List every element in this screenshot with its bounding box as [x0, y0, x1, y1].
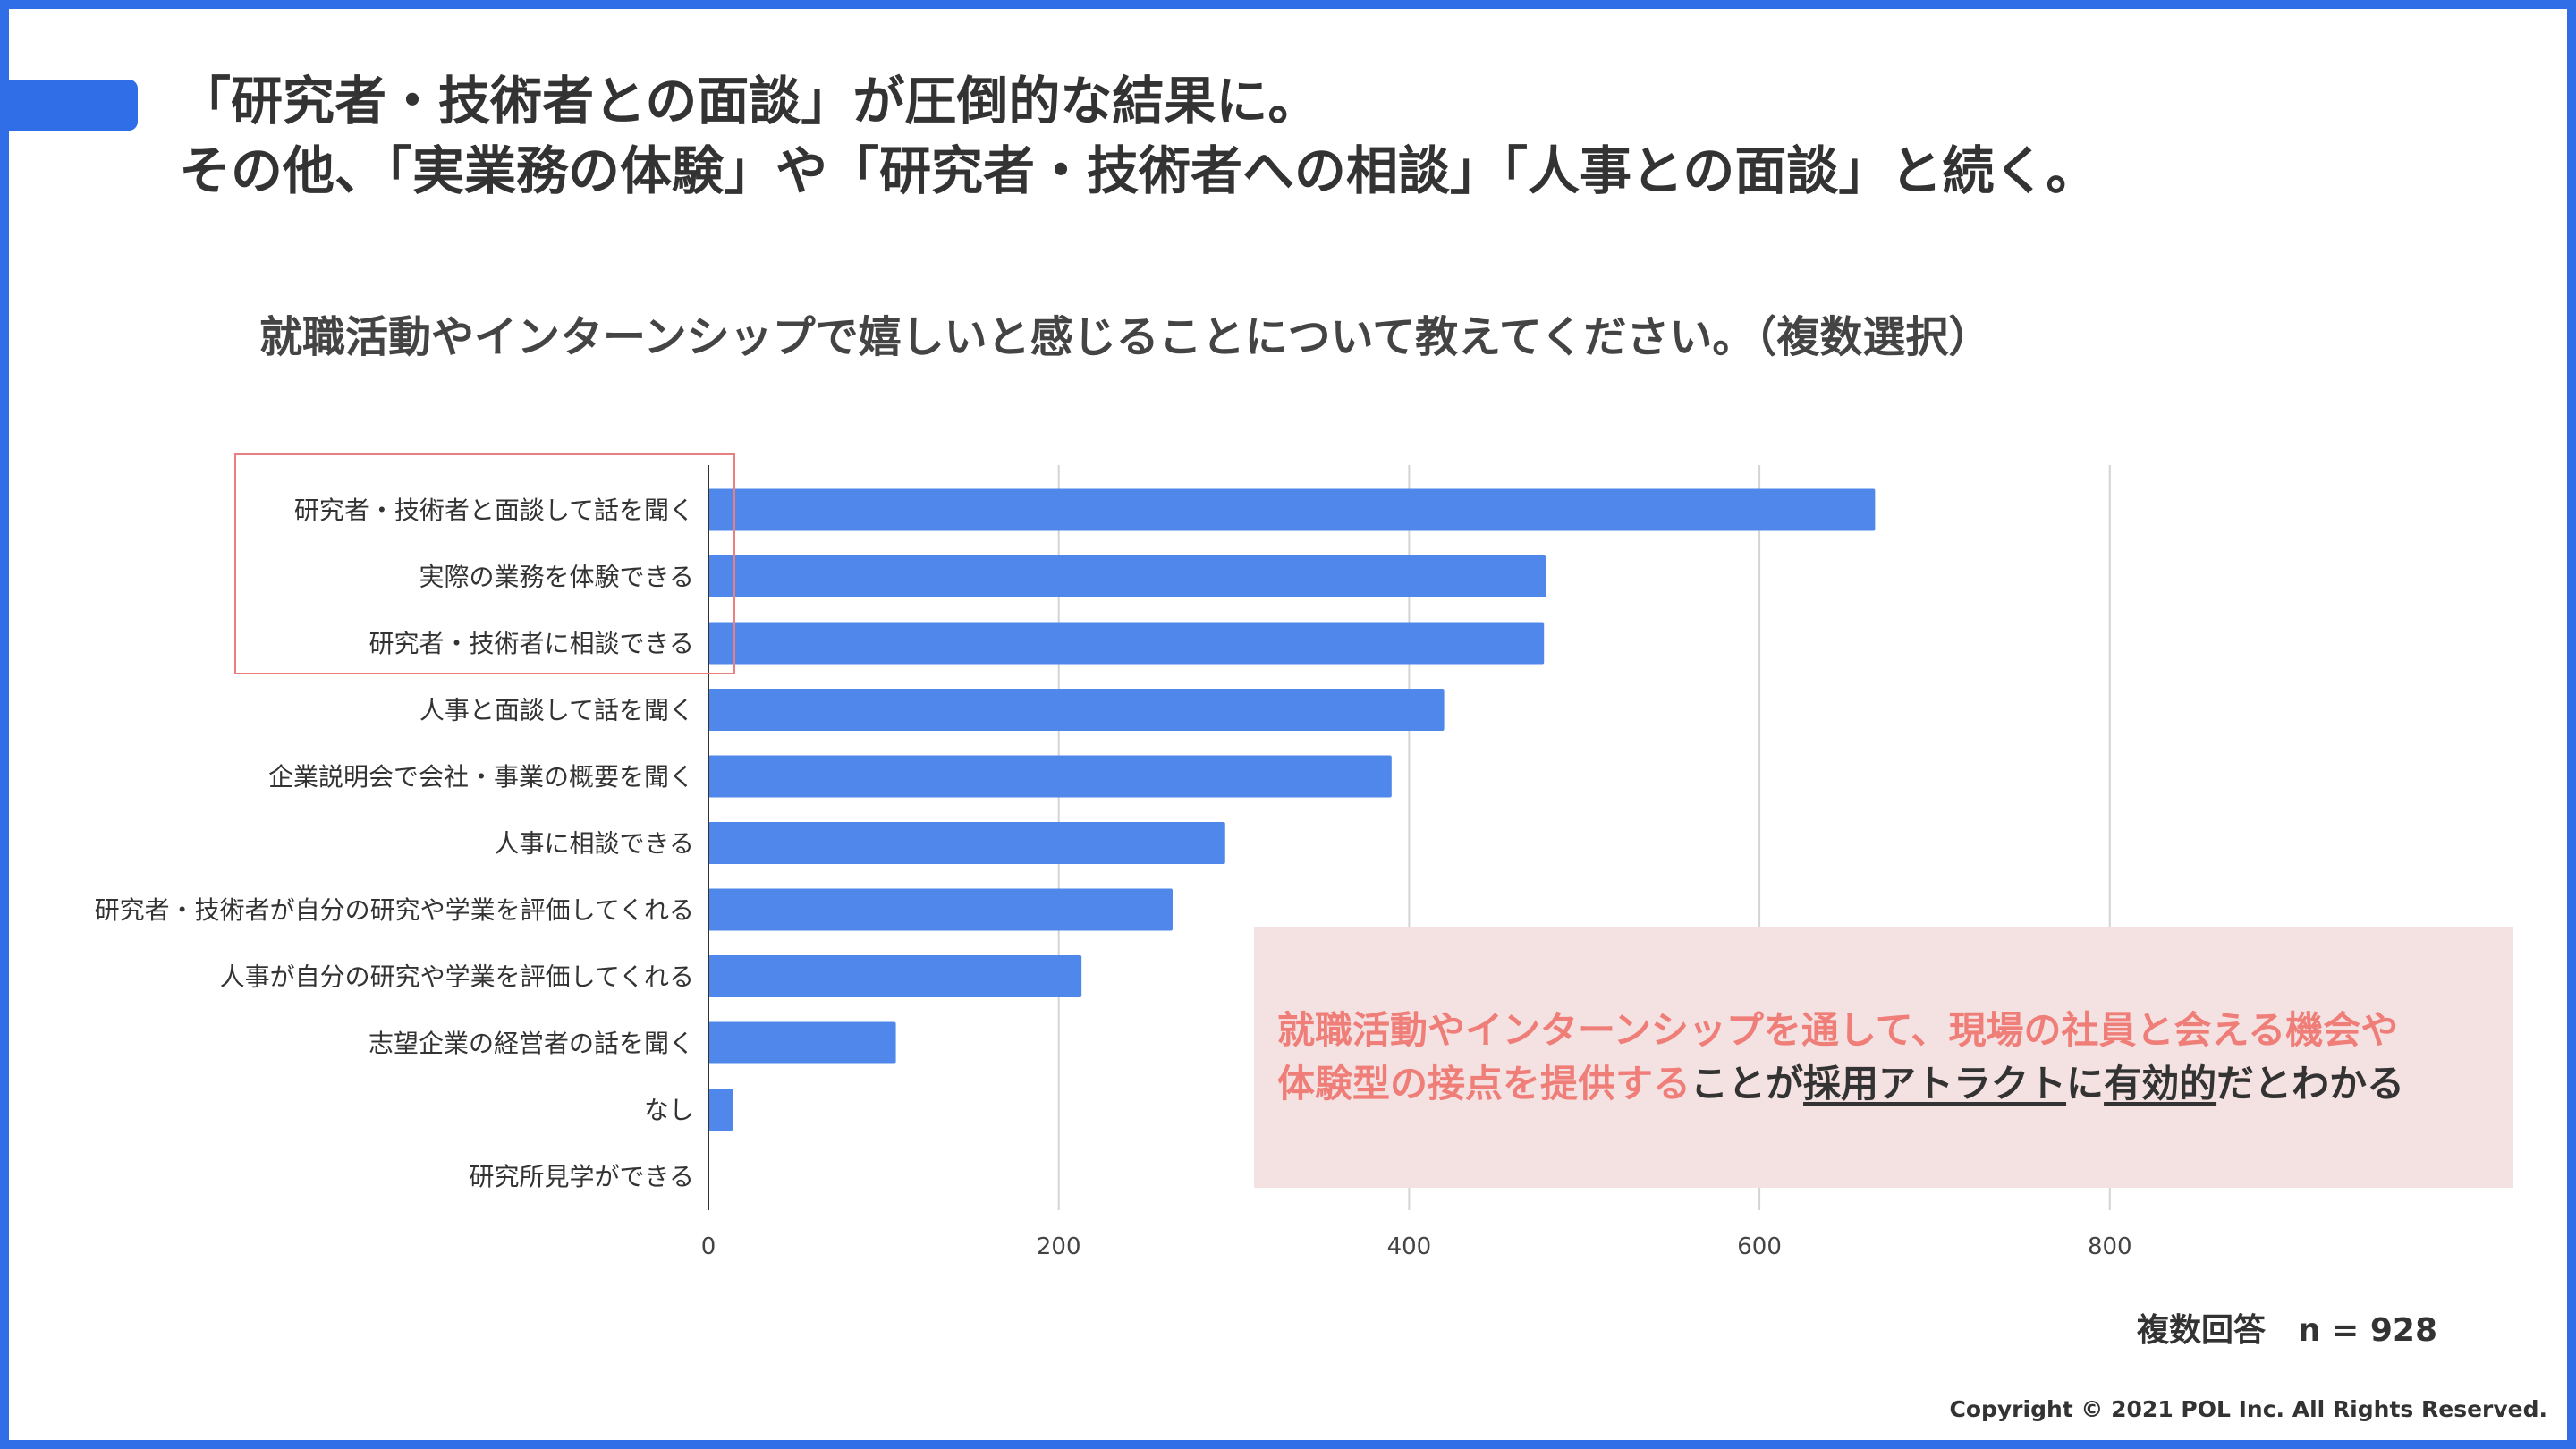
title-accent-tab — [0, 80, 138, 131]
callout-underlined-text-2: 有効的 — [2104, 1062, 2217, 1106]
category-label-4: 企業説明会で会社・事業の概要を聞く — [268, 762, 694, 792]
x-tick-label-3: 600 — [1737, 1233, 1782, 1260]
x-tick-label-0: 0 — [701, 1233, 716, 1260]
category-label-5: 人事に相談できる — [495, 829, 694, 859]
callout-underlined-text: 採用アトラクト — [1803, 1062, 2067, 1106]
category-label-2: 研究者・技術者に相談できる — [369, 629, 694, 658]
category-label-1: 実際の業務を体験できる — [419, 563, 694, 592]
category-label-10: 研究所見学ができる — [470, 1162, 694, 1191]
bar-1 — [708, 555, 1546, 597]
bar-6 — [708, 888, 1174, 931]
callout-pink-text-2: 体験型の接点を提供する — [1277, 1062, 1691, 1106]
headline-line-2: その他、「実業務の体験」や「研究者・技術者への相談」「人事との面談」と続く。 — [179, 140, 2098, 201]
callout-text: 就職活動やインターンシップを通して、現場の社員と会える機会や 体験型の接点を提供… — [1277, 1004, 2404, 1111]
category-label-0: 研究者・技術者と面談して話を聞く — [294, 496, 694, 525]
bar-7 — [708, 955, 1082, 997]
bar-5 — [708, 822, 1225, 864]
x-tick-label-2: 400 — [1387, 1233, 1432, 1260]
top-three-highlight-box — [234, 453, 735, 674]
category-label-6: 研究者・技術者が自分の研究や学業を評価してくれる — [95, 895, 694, 925]
bar-2 — [708, 622, 1545, 665]
bar-8 — [708, 1021, 896, 1064]
callout-dark-text-2: に — [2066, 1062, 2105, 1106]
survey-question: 就職活動やインターンシップで嬉しいと感じることについて教えてください。（複数選択… — [259, 312, 1992, 362]
bar-0 — [708, 488, 1876, 531]
category-label-8: 志望企業の経営者の話を聞く — [369, 1029, 694, 1058]
category-label-9: なし — [644, 1096, 694, 1125]
sample-label: 複数回答 — [2136, 1312, 2266, 1349]
callout-pink-text-1: 就職活動やインターンシップを通して、現場の社員と会える機会や — [1277, 1008, 2399, 1052]
category-label-3: 人事と面談して話を聞く — [419, 696, 694, 725]
sample-size-note: 複数回答 n = 928 — [2137, 1304, 2437, 1351]
bar-4 — [708, 755, 1392, 798]
callout-dark-text-1: ことが — [1690, 1062, 1804, 1106]
x-tick-label-4: 800 — [2088, 1233, 2132, 1260]
copyright: Copyright © 2021 POL Inc. All Rights Res… — [1949, 1396, 2547, 1422]
category-label-7: 人事が自分の研究や学業を評価してくれる — [220, 962, 694, 992]
bar-9 — [708, 1089, 733, 1131]
headline-line-1: 「研究者・技術者との面談」が圧倒的な結果に。 — [179, 71, 1320, 131]
x-tick-label-1: 200 — [1037, 1233, 1081, 1260]
bar-3 — [708, 689, 1445, 731]
sample-size: n = 928 — [2297, 1312, 2437, 1349]
callout-box — [1254, 927, 2513, 1188]
callout-dark-text-3: だとわかる — [2216, 1062, 2405, 1106]
